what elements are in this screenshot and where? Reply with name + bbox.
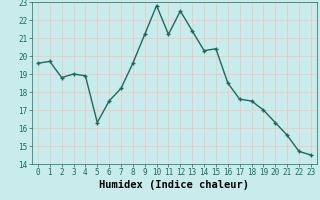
X-axis label: Humidex (Indice chaleur): Humidex (Indice chaleur) (100, 180, 249, 190)
